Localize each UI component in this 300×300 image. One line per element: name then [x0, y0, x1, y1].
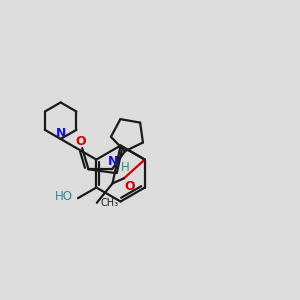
Text: N: N [108, 155, 119, 168]
Text: O: O [75, 135, 86, 148]
Text: HO: HO [55, 190, 73, 203]
Text: H: H [121, 161, 130, 174]
Text: CH₃: CH₃ [100, 198, 118, 208]
Text: N: N [56, 127, 66, 140]
Text: O: O [124, 180, 135, 193]
